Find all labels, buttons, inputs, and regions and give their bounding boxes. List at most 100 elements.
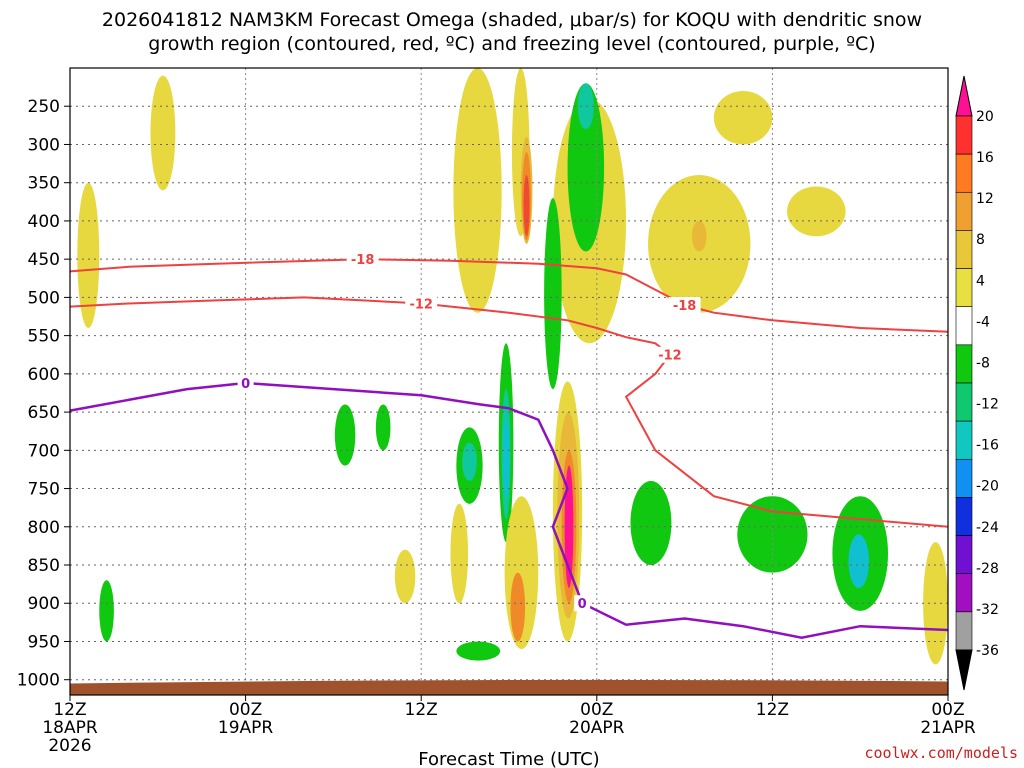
colorbar-box-12 xyxy=(955,573,973,613)
x-tick-label-60-2: 21APR xyxy=(920,718,976,738)
colorbar-label-5: -4 xyxy=(976,314,990,330)
isotherm-label--18: -18 xyxy=(351,253,375,268)
colorbar-label-2: 12 xyxy=(976,191,994,207)
y-tick-label-300: 300 xyxy=(28,135,60,155)
colorbar-box-6 xyxy=(955,344,973,384)
x-tick-label-24-1: 12Z xyxy=(405,700,438,720)
colorbar-box-2 xyxy=(955,191,973,231)
colorbar-label-12: -32 xyxy=(976,602,999,618)
isotherm-label--12: -12 xyxy=(658,349,682,364)
isotherm-line--18 xyxy=(69,258,949,333)
y-tick-label-400: 400 xyxy=(28,212,60,232)
omega-region-17 xyxy=(503,419,510,497)
colorbar-box-0 xyxy=(955,115,973,155)
plot-frame xyxy=(69,67,949,696)
omega-region-5 xyxy=(150,75,176,191)
colorbar-box-13 xyxy=(955,611,973,651)
x-tick-label-12-2: 19APR xyxy=(218,718,274,738)
omega-region-21 xyxy=(375,404,391,451)
y-tick-label-900: 900 xyxy=(28,594,60,614)
colorbar-box-5 xyxy=(955,306,973,346)
y-tick-label-450: 450 xyxy=(28,250,60,270)
freezing-level-label: 0 xyxy=(241,377,250,392)
x-tick-label-48-1: 12Z xyxy=(756,700,789,720)
y-tick-label-550: 550 xyxy=(28,327,60,347)
x-tick-label-0-3: 2026 xyxy=(48,736,91,756)
freezing-label-bg xyxy=(574,595,591,612)
colorbar-label-3: 8 xyxy=(976,232,985,248)
colorbar-label-10: -24 xyxy=(976,520,999,536)
freezing-level-label: 0 xyxy=(578,597,587,612)
colorbar-label-9: -20 xyxy=(976,479,999,495)
omega-region-31 xyxy=(848,534,869,588)
omega-region-10 xyxy=(713,90,773,145)
omega-region-33 xyxy=(450,503,469,604)
omega-shading xyxy=(77,68,948,665)
omega-region-4 xyxy=(453,68,502,313)
isotherm-label-bg xyxy=(405,295,438,312)
colorbar-box-3 xyxy=(955,230,973,269)
omega-region-8 xyxy=(691,220,707,252)
y-tick-label-350: 350 xyxy=(28,174,60,194)
colorbar-label-8: -16 xyxy=(976,438,999,454)
colorbar-top-arrow xyxy=(955,75,973,117)
colorbar-legend: 20 16 12 8 4 -4 -8 -12 -16 -20 -24 -28 -32 -36 xyxy=(955,75,999,691)
omega-region-28 xyxy=(630,480,672,566)
colorbar-label-11: -28 xyxy=(976,561,999,577)
omega-region-32 xyxy=(99,580,114,642)
omega-region-34 xyxy=(394,549,416,604)
colorbar-bottom-arrow xyxy=(955,649,973,691)
y-tick-label-700: 700 xyxy=(28,441,60,461)
isotherm-label-bg xyxy=(346,251,379,268)
omega-region-12 xyxy=(567,83,605,252)
y-tick-label-1000: 1000 xyxy=(17,671,60,691)
omega-region-35 xyxy=(456,641,501,661)
x-tick-label-36-2: 20APR xyxy=(569,718,625,738)
colorbar-label-7: -12 xyxy=(976,397,999,413)
colorbar-label-4: 4 xyxy=(976,273,985,289)
x-tick-label-60-1: 00Z xyxy=(931,700,964,720)
x-axis-label: Forecast Time (UTC) xyxy=(418,749,599,768)
ground-fill xyxy=(70,679,948,695)
omega-region-9 xyxy=(787,186,846,237)
omega-region-27 xyxy=(510,572,526,642)
x-tick-label-36-1: 00Z xyxy=(580,700,613,720)
temperature-contours: -18 -18 -12 -12 0 0 xyxy=(69,251,949,639)
ground-surface xyxy=(70,679,948,695)
x-tick-label-0-2: 18APR xyxy=(42,718,98,738)
y-tick-label-750: 750 xyxy=(28,480,60,500)
y-tick-label-600: 600 xyxy=(28,365,60,385)
isotherm-line--12 xyxy=(69,296,949,528)
y-tick-label-250: 250 xyxy=(28,97,60,117)
chart-title-line2: growth region (contoured, red, ºC) and f… xyxy=(148,33,875,55)
omega-region-6 xyxy=(77,182,100,328)
isotherm-label-bg xyxy=(653,346,686,363)
chart-title-line1: 2026041812 NAM3KM Forecast Omega (shaded… xyxy=(102,9,922,31)
omega-region-19 xyxy=(462,442,477,481)
y-tick-label-650: 650 xyxy=(28,403,60,423)
omega-region-3 xyxy=(523,175,530,237)
x-tick-label-0-1: 12Z xyxy=(53,700,86,720)
omega-region-14 xyxy=(544,197,562,390)
colorbar-box-11 xyxy=(955,535,973,575)
freezing-level-line xyxy=(69,381,949,639)
colorbar-box-10 xyxy=(955,497,973,536)
credit-text: coolwx.com/models xyxy=(864,744,1018,762)
colorbar-box-8 xyxy=(955,420,973,460)
grid-lines xyxy=(69,68,949,695)
omega-region-20 xyxy=(334,404,356,466)
colorbar-label-6: -8 xyxy=(976,355,990,371)
colorbar-label-13: -36 xyxy=(976,643,999,659)
y-axis-pressure-ticks: 250 300 350 400 450 500 550 600 650 700 750 800 850 9… xyxy=(17,97,70,691)
colorbar-box-1 xyxy=(955,153,973,193)
isotherm-label--12: -12 xyxy=(409,298,433,313)
y-tick-label-950: 950 xyxy=(28,632,60,652)
colorbar-box-9 xyxy=(955,458,973,498)
isotherm-label--18: -18 xyxy=(673,299,697,314)
colorbar-label-1: 16 xyxy=(976,150,994,166)
y-tick-label-500: 500 xyxy=(28,288,60,308)
y-tick-label-800: 800 xyxy=(28,518,60,538)
omega-region-13 xyxy=(577,83,594,130)
